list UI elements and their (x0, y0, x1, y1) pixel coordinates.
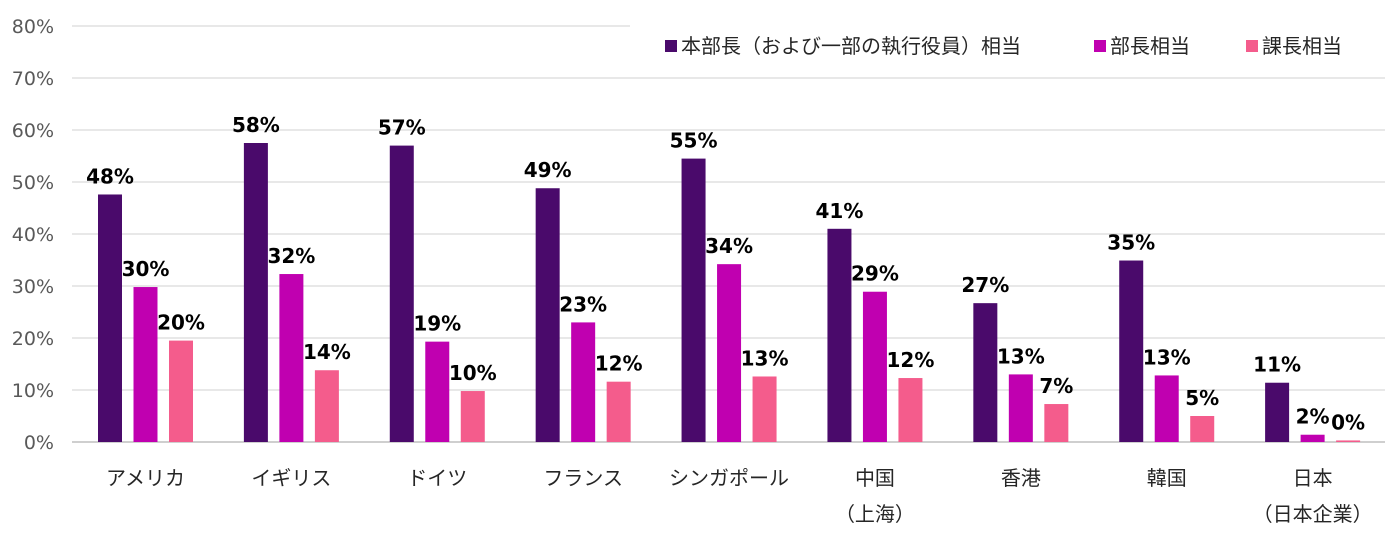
bar (243, 143, 268, 442)
bar (1265, 382, 1290, 442)
bar (571, 322, 596, 442)
bar (862, 291, 887, 442)
bar (1336, 440, 1361, 442)
data-label: 2% (1296, 405, 1330, 429)
data-label: 41% (816, 199, 864, 223)
x-tick-label: （上海） (835, 502, 915, 526)
bar (98, 194, 122, 442)
legend-entry: 本部長（および一部の執行役員）相当 (681, 34, 1021, 58)
x-tick-label: フランス (543, 466, 623, 490)
y-tick-label: 20% (12, 328, 54, 350)
x-tick-label: 韓国 (1147, 466, 1187, 490)
x-tick-label: ドイツ (407, 466, 467, 490)
data-label: 0% (1331, 410, 1365, 434)
data-label: 13% (997, 344, 1045, 368)
legend-entry: 課長相当 (1262, 34, 1342, 58)
bar (1154, 375, 1179, 442)
data-label: 30% (122, 257, 170, 281)
bar (314, 370, 339, 442)
bar (279, 274, 304, 442)
data-label: 23% (559, 292, 607, 316)
bar (1008, 374, 1033, 442)
bar (169, 340, 193, 442)
x-tick-label: （日本企業） (1253, 502, 1373, 526)
y-tick-label: 0% (24, 432, 54, 454)
legend-entry: 部長相当 (1110, 34, 1190, 58)
legend-swatch (665, 40, 677, 52)
data-label: 13% (741, 346, 789, 370)
bar (1119, 260, 1144, 442)
data-label: 48% (86, 164, 134, 188)
data-label: 27% (961, 273, 1009, 297)
bar (460, 391, 485, 442)
bar (717, 264, 742, 442)
data-label: 10% (449, 361, 497, 385)
bar (973, 303, 998, 442)
data-label: 12% (595, 352, 643, 376)
y-tick-label: 70% (12, 68, 54, 90)
bar (898, 378, 923, 442)
x-tick-label: イギリス (251, 466, 331, 490)
data-label: 19% (413, 312, 461, 336)
data-label: 55% (670, 129, 718, 153)
bar (606, 381, 631, 442)
x-axis: アメリカ イギリス ドイツ フランス シンガポール 中国 （上海） 香港 韓国 日本 （日本企業） (106, 466, 1373, 526)
legend: 本部長（および一部の執行役員）相当 部長相当 課長相当 (665, 34, 1342, 58)
y-axis: 0% 10% 20% 30% 40% 50% 60% 70% 80% (12, 16, 54, 454)
data-label: 35% (1107, 231, 1155, 255)
bar (133, 287, 158, 442)
data-label: 13% (1143, 345, 1191, 369)
bar (1300, 434, 1325, 442)
bar (827, 228, 852, 442)
data-label: 5% (1185, 386, 1219, 410)
data-label: 58% (232, 113, 280, 137)
y-tick-label: 80% (12, 16, 54, 38)
x-tick-label: 中国 (855, 466, 895, 490)
bar (1044, 404, 1069, 442)
data-label: 57% (378, 116, 426, 140)
bars (98, 143, 1361, 442)
y-tick-label: 50% (12, 172, 54, 194)
data-labels: 48% 58% 57% 49% 55% 41% 27% 35% 11% 30% 32% 19% 23% 3… (86, 113, 1365, 434)
data-label: 11% (1253, 353, 1301, 377)
data-label: 20% (157, 311, 205, 335)
legend-swatch (1246, 40, 1258, 52)
x-tick-label: アメリカ (106, 466, 185, 490)
bar (752, 376, 777, 442)
x-tick-label: 日本 (1293, 466, 1333, 490)
bar (425, 341, 450, 442)
bar (681, 158, 706, 442)
data-label: 29% (851, 262, 899, 286)
bar (389, 145, 414, 442)
data-label: 34% (705, 234, 753, 258)
y-tick-label: 40% (12, 224, 54, 246)
y-tick-label: 10% (12, 380, 54, 402)
data-label: 7% (1039, 374, 1073, 398)
y-tick-label: 60% (12, 120, 54, 142)
data-label: 32% (267, 244, 315, 268)
bar (535, 188, 560, 442)
y-tick-label: 30% (12, 276, 54, 298)
data-label: 14% (303, 340, 351, 364)
data-label: 49% (524, 158, 572, 182)
legend-swatch (1094, 40, 1106, 52)
x-tick-label: 香港 (1001, 466, 1041, 490)
data-label: 12% (887, 348, 935, 372)
x-tick-label: シンガポール (669, 466, 789, 490)
bar (1190, 416, 1215, 442)
